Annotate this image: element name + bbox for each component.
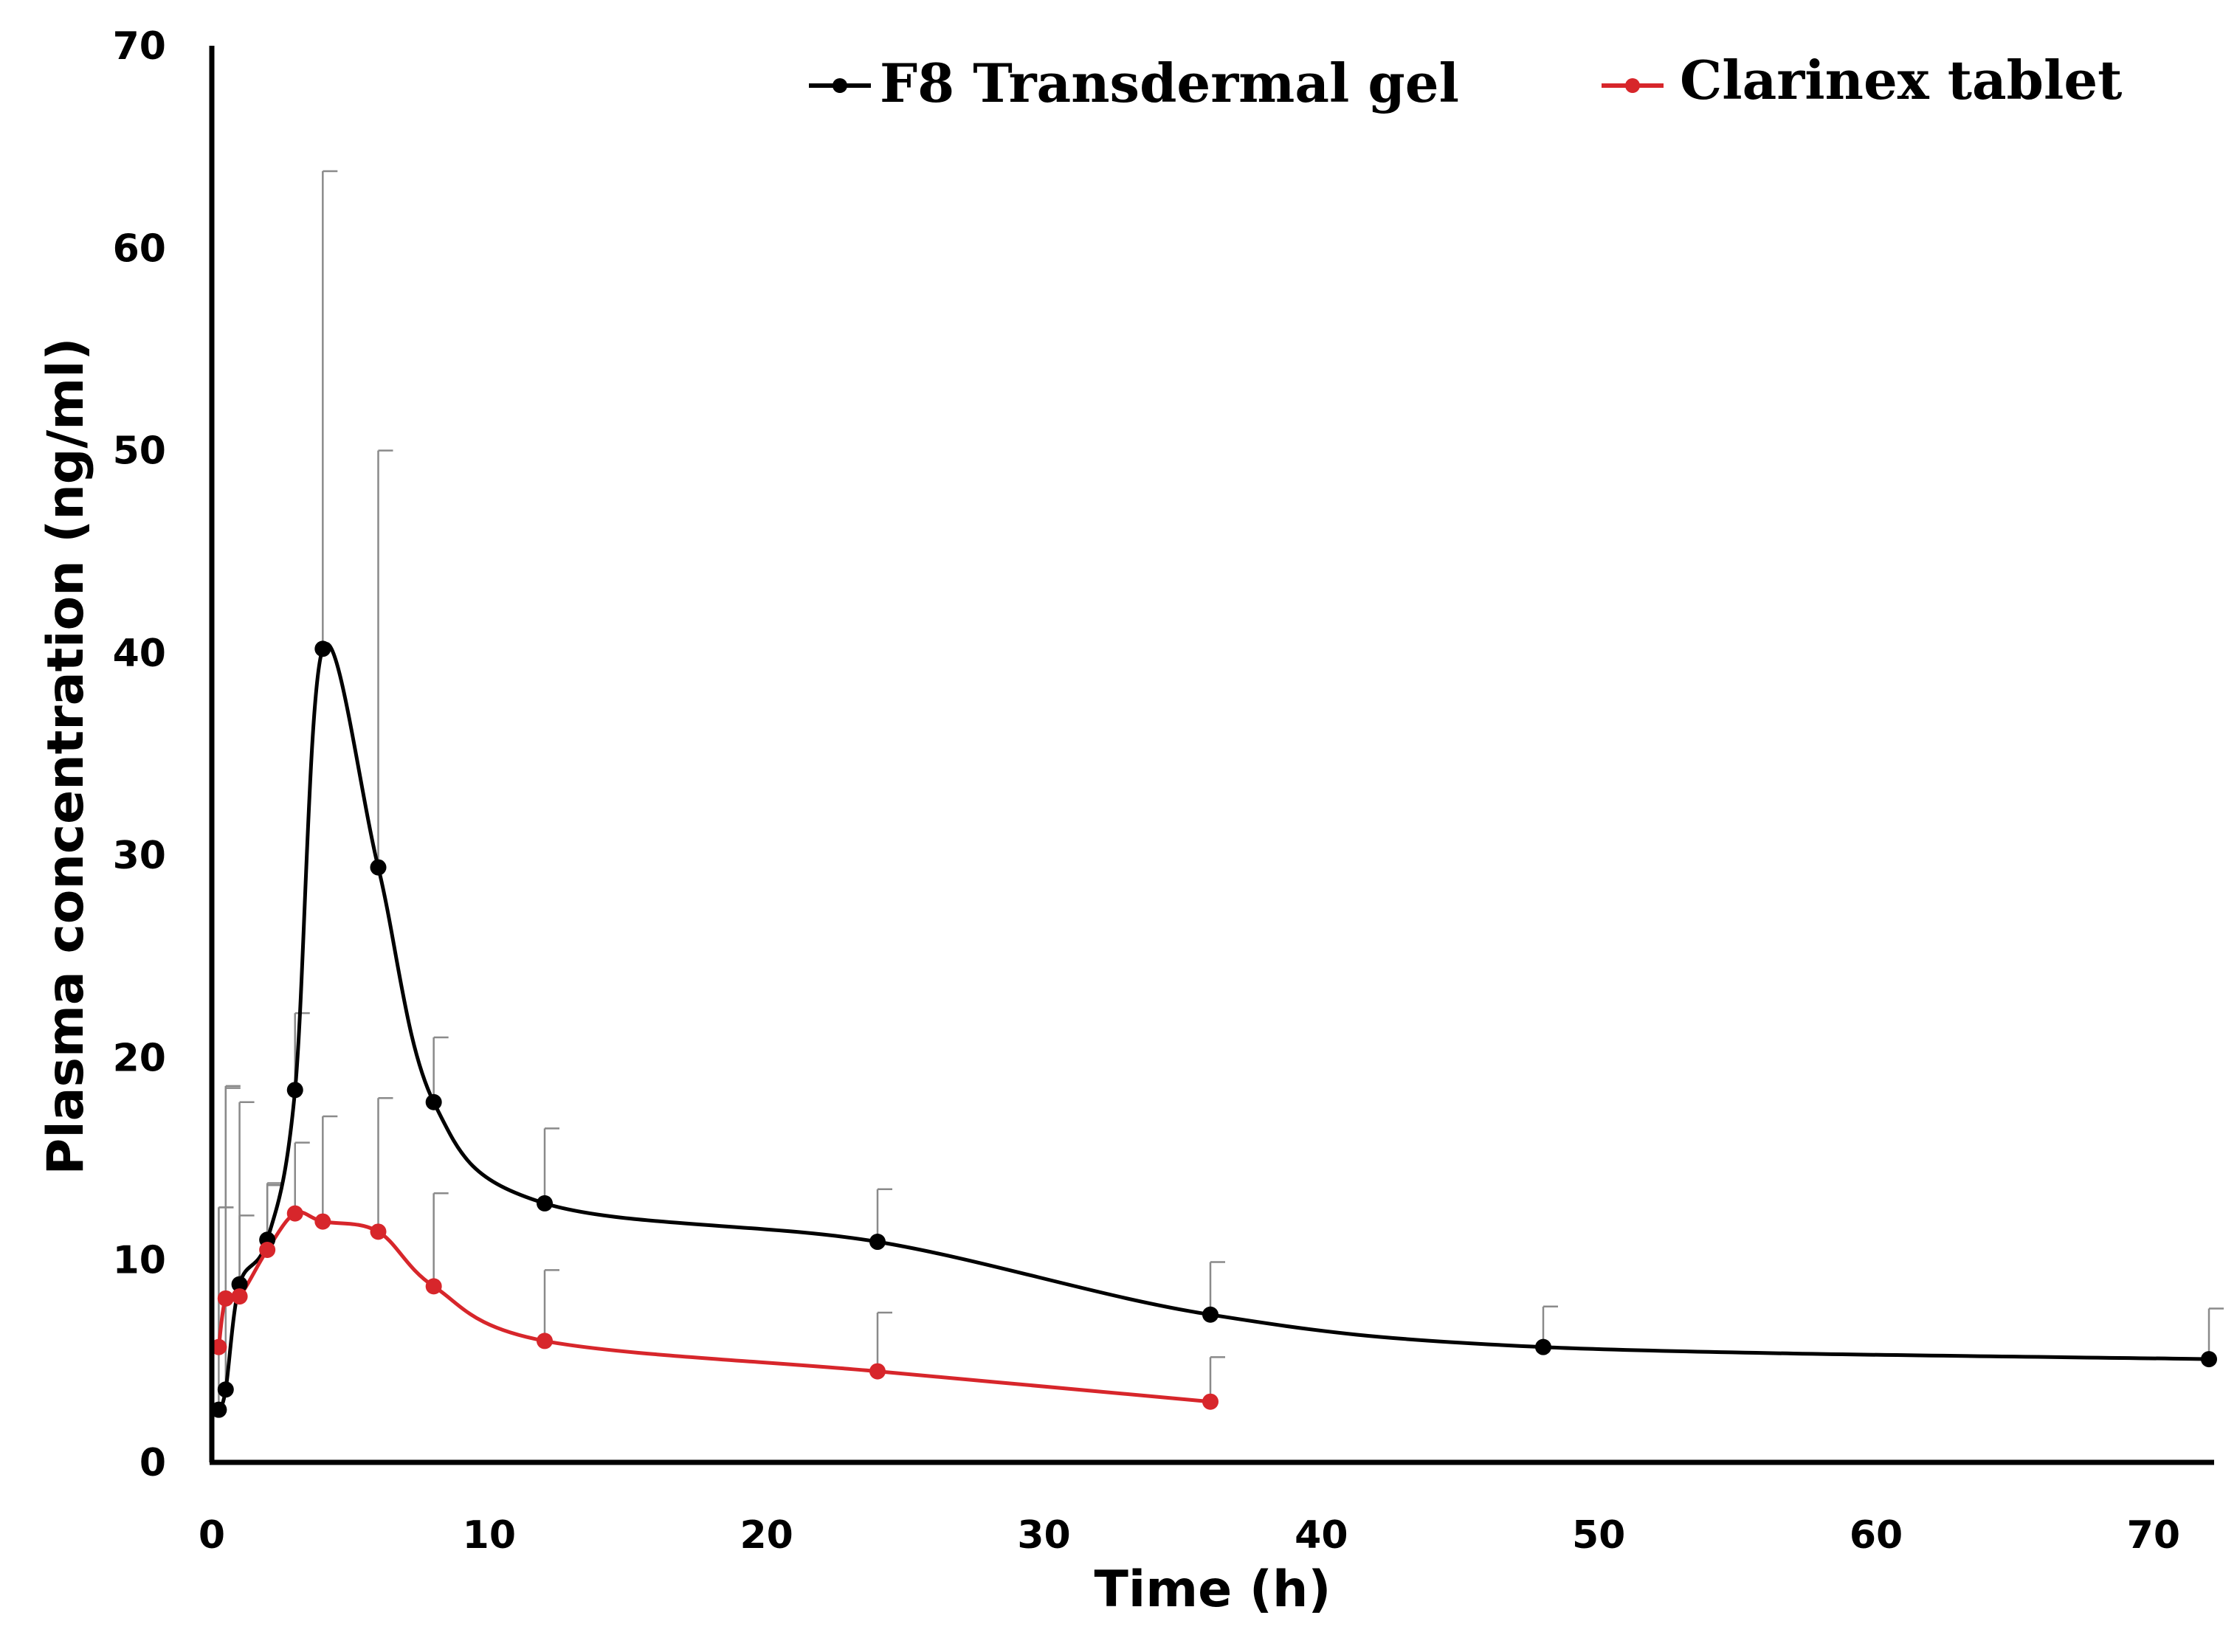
data-point-f8-transdermal-gel (869, 1234, 886, 1251)
error-bars (218, 170, 2224, 1410)
data-point-clarinex-tablet (425, 1278, 442, 1295)
series-line-clarinex-tablet (216, 1210, 1213, 1404)
data-point-clarinex-tablet (537, 1333, 553, 1349)
data-point-clarinex-tablet (1202, 1393, 1219, 1410)
data-point-f8-transdermal-gel (286, 1082, 303, 1099)
data-point-clarinex-tablet (210, 1338, 227, 1355)
data-point-f8-transdermal-gel (425, 1093, 442, 1110)
y-tick-label: 30 (113, 834, 166, 878)
x-tick-labels: 0 10 20 30 40 50 60 70 (199, 1513, 2180, 1558)
y-tick-labels: 0 10 20 30 40 50 60 70 (113, 24, 166, 1485)
x-tick-label: 10 (463, 1513, 516, 1558)
legend-item-f8-transdermal-gel: F8 Transdermal gel (809, 52, 1459, 114)
series-lines (216, 642, 2211, 1412)
y-tick-label: 60 (113, 227, 166, 271)
data-point-clarinex-tablet (314, 1213, 331, 1230)
y-tick-label: 70 (113, 24, 166, 69)
data-point-f8-transdermal-gel (231, 1276, 248, 1293)
legend: F8 Transdermal gel Clarinex tablet (809, 49, 2122, 114)
legend-label-clarinex-tablet: Clarinex tablet (1680, 49, 2122, 111)
x-axis-title: Time (h) (1095, 1561, 1331, 1619)
y-tick-label: 20 (113, 1036, 166, 1080)
data-point-clarinex-tablet (286, 1205, 303, 1222)
data-point-f8-transdermal-gel (1535, 1338, 1551, 1355)
x-tick-label: 30 (1017, 1513, 1070, 1558)
data-point-clarinex-tablet (231, 1288, 248, 1305)
x-tick-label: 20 (740, 1513, 793, 1558)
data-point-f8-transdermal-gel (210, 1401, 227, 1418)
y-axis-title: Plasma concentration (ng/ml) (37, 338, 95, 1175)
series-line-f8-transdermal-gel (216, 642, 2211, 1412)
data-point-f8-transdermal-gel (2201, 1351, 2217, 1368)
series-points (210, 640, 2217, 1418)
data-point-f8-transdermal-gel (370, 859, 387, 876)
data-point-f8-transdermal-gel (314, 640, 331, 657)
data-point-clarinex-tablet (259, 1242, 276, 1258)
x-tick-label: 50 (1572, 1513, 1625, 1558)
y-tick-label: 0 (139, 1441, 166, 1485)
legend-label-f8-transdermal-gel: F8 Transdermal gel (880, 52, 1459, 114)
x-tick-label: 60 (1850, 1513, 1903, 1558)
y-tick-label: 10 (113, 1239, 166, 1283)
x-tick-label: 70 (2127, 1513, 2180, 1558)
data-point-clarinex-tablet (370, 1223, 387, 1240)
data-point-clarinex-tablet (869, 1363, 886, 1380)
legend-swatch-clarinex-marker (1625, 78, 1640, 93)
legend-swatch-f8-marker (833, 78, 847, 93)
data-point-f8-transdermal-gel (1202, 1306, 1219, 1323)
y-tick-label: 50 (113, 429, 166, 474)
x-tick-label: 0 (199, 1513, 225, 1558)
data-point-clarinex-tablet (217, 1290, 234, 1307)
data-point-f8-transdermal-gel (537, 1195, 553, 1212)
x-tick-label: 40 (1295, 1513, 1348, 1558)
y-tick-label: 40 (113, 632, 166, 676)
data-point-f8-transdermal-gel (217, 1381, 234, 1398)
legend-item-clarinex-tablet: Clarinex tablet (1602, 49, 2122, 111)
